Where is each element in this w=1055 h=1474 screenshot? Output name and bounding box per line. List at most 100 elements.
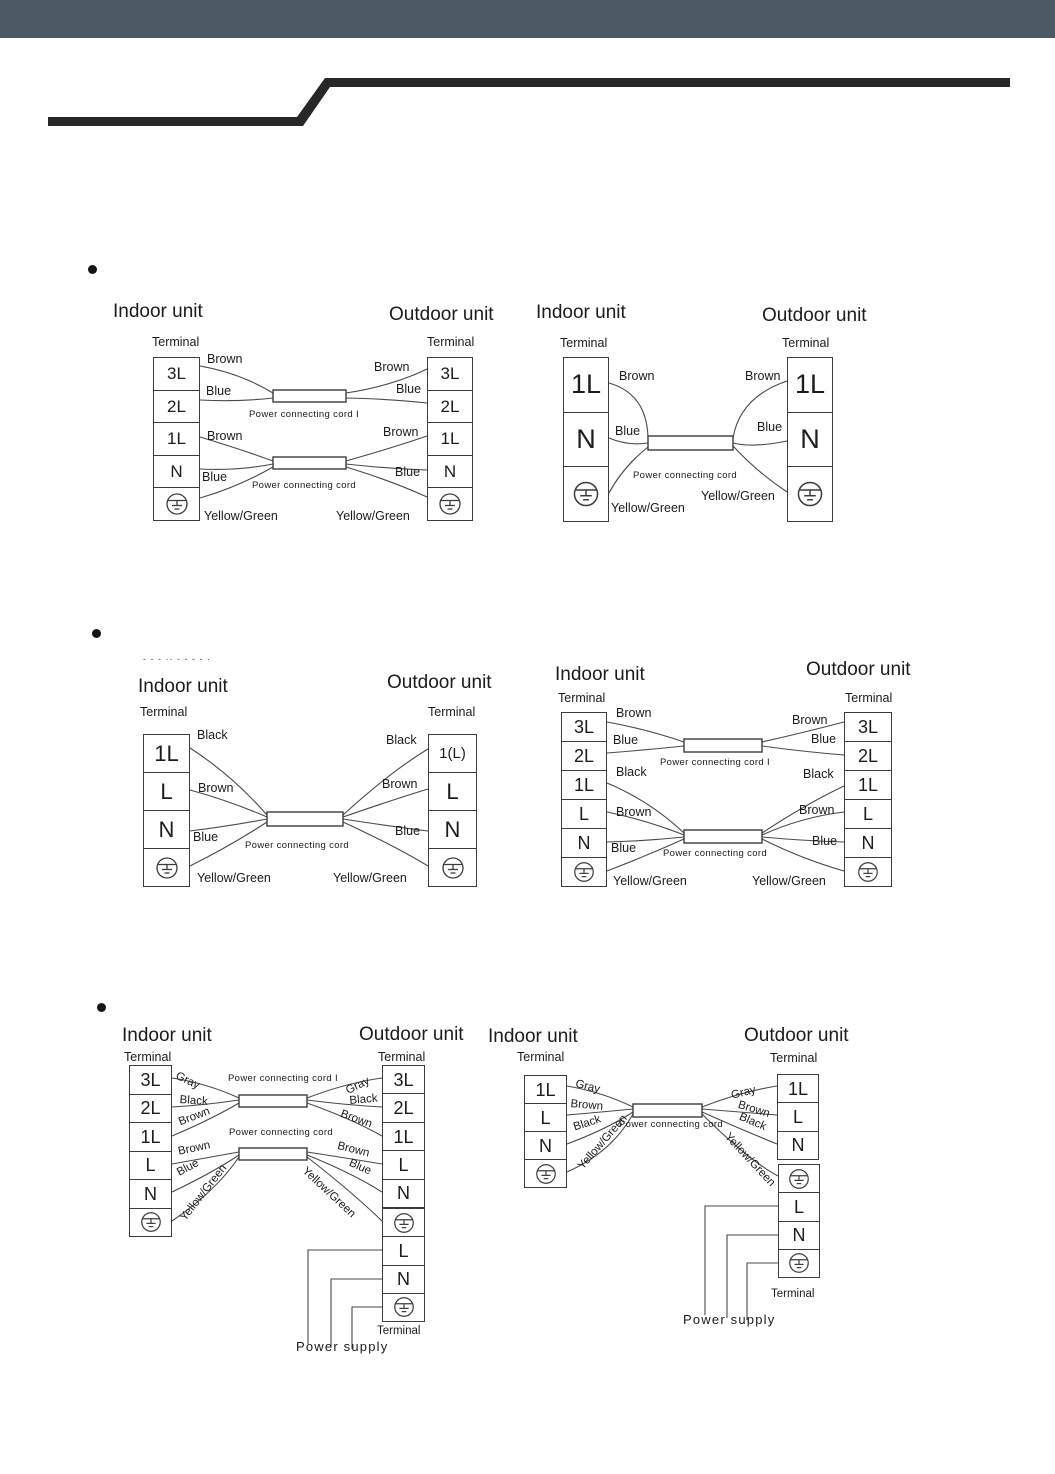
d2-outdoor-terminal-block: 1L N [787,357,833,522]
terminal-cell: L [429,772,476,810]
ground-icon [392,1295,416,1319]
d3-indoor-terminal-block: 1L L N [143,734,190,887]
terminal-cell: 3L [440,364,460,384]
wire [566,1113,634,1173]
wire-color-label: Blue [395,465,421,479]
terminal-cell: 1L [154,422,199,455]
wire-color-label: Blue [193,830,219,844]
terminal-cell: 1L [562,770,606,799]
terminal-cell: 1L [570,369,602,400]
wire-color-label: Blue [615,424,641,438]
ground-cell [154,487,199,520]
power-cord-connector [238,1147,308,1161]
d6-power-supply-label: Power supply [683,1312,776,1327]
bullet-icon [92,629,101,638]
terminal-cell: N [429,810,476,848]
wire [342,748,429,816]
terminal-cell: 2L [154,389,199,423]
wire-color-label: Blue [202,470,228,484]
ground-cell [779,1248,819,1277]
terminal-cell: 3L [573,717,595,737]
d5-outdoor-terminal-label: Terminal [378,1050,426,1064]
terminal-cell: 1L [794,369,826,400]
ground-icon [437,491,463,517]
wire-color-label: Blue [396,382,422,396]
d3-outdoor-terminal-block: 1(L) L N [428,734,477,887]
terminal-cell: L [845,799,891,828]
power-supply-line [351,1306,382,1349]
power-cord-connector [238,1094,308,1108]
d6-bottom-terminal-label: Terminal [771,1288,815,1300]
ground-cell [428,487,472,520]
wire-color-label: Brown [207,429,243,443]
d4-outdoor-unit-title: Outdoor unit [806,659,911,680]
d1-cord2-label: Power connecting cord [252,480,356,491]
terminal-cell: L [525,1103,566,1131]
wire-color-label: Brown [792,713,828,727]
d5-outdoor-unit-title: Outdoor unit [359,1024,464,1045]
wire-color-label: Brown [616,706,652,720]
wire [761,721,845,743]
d6-indoor-terminal-block: 1L L N [524,1075,567,1188]
power-supply-line [726,1234,778,1318]
terminal-cell: N [130,1179,171,1208]
ground-cell [429,848,476,886]
ground-icon [440,855,466,881]
d3-indoor-terminal-label: Terminal [140,705,188,719]
power-supply-line [704,1205,778,1315]
wire [732,380,788,439]
ground-cell [383,1209,424,1236]
wire-color-label: Brown [745,369,781,383]
ground-icon [787,1251,811,1275]
wire [171,1102,240,1137]
d6-outdoor-terminal-label: Terminal [770,1051,818,1065]
wire [606,836,685,843]
wire [345,368,428,394]
wire [199,436,274,462]
wire [566,1108,634,1116]
terminal-cell: 1L [383,1121,424,1150]
terminal-cell: N [562,828,606,857]
wire [345,435,428,462]
terminal-cell: N [383,1264,424,1293]
power-cord-connector [272,456,347,470]
wire [606,782,685,834]
d4-indoor-terminal-label: Terminal [558,691,606,705]
d2-outdoor-unit-title: Outdoor unit [762,305,867,326]
terminal-cell: 1L [130,1122,171,1151]
wire [701,1108,778,1116]
ground-icon [795,479,825,509]
wire [189,789,268,818]
terminal-cell: N [779,1220,819,1249]
wire-color-label: Yellow/Green [752,874,826,888]
wire [732,440,788,446]
wire [306,1077,383,1099]
d3-cord-label: Power connecting cord [245,840,349,851]
terminal-cell: N [144,810,189,848]
wire-color-label: Blue [611,841,637,855]
wire [189,747,268,816]
d6-indoor-terminal-label: Terminal [517,1050,565,1064]
wire [608,446,649,494]
ground-cell [144,848,189,886]
power-cord-connector [647,435,734,451]
wire [342,818,429,832]
d2-cord-label: Power connecting cord [633,470,737,481]
wire [606,811,685,836]
ground-cell [788,466,832,521]
wire [171,1156,240,1222]
terminal-cell: 2L [428,389,472,423]
wire-color-label: Yellow/Green [613,874,687,888]
wire [171,1099,240,1108]
ground-cell [564,466,608,521]
ground-icon [787,1167,811,1191]
wire-color-label: Yellow/Green [197,871,271,885]
terminal-cell: 3L [167,364,186,384]
terminal-cell: N [428,454,472,488]
wire [732,445,788,493]
d6-indoor-unit-title: Indoor unit [488,1026,578,1047]
wire-color-label: Black [616,765,647,779]
d4-outdoor-terminal-block: 3L 2L 1L L N [844,712,892,887]
wire [306,1099,383,1108]
wire-color-label: Yellow/Green [204,509,278,523]
